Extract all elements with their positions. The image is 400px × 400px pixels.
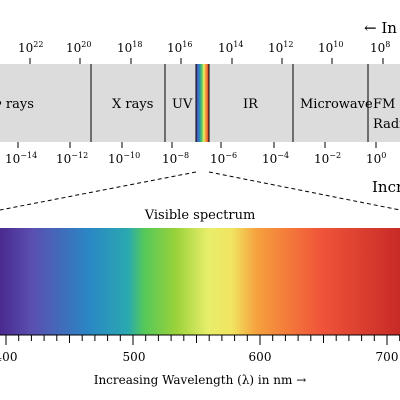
nm-tick-label-500: 500	[123, 350, 146, 364]
frequency-tick-label: 1014	[218, 40, 243, 55]
visible-spectrum-band	[0, 228, 400, 335]
band-label-fm: FM	[373, 97, 395, 112]
frequency-tick-label: 108	[370, 40, 390, 55]
visible-spectrum-title: Visible spectrum	[144, 208, 256, 223]
band-label-gamma-rays: γ rays	[0, 97, 34, 112]
wavelength-axis-label: Increasing Wavelength (λ) in nm →	[94, 373, 307, 387]
frequency-tick-label: 1020	[66, 40, 91, 55]
frequency-tick-label: 1010	[318, 40, 343, 55]
nm-tick-marks	[0, 334, 400, 345]
wavelength-tick-label: 10−8	[162, 151, 189, 166]
wavelength-tick-label: 100	[366, 151, 386, 166]
zoom-lines	[0, 171, 400, 211]
band-label-ir: IR	[243, 97, 259, 112]
nm-tick-label-600: 600	[249, 350, 272, 364]
nm-tick-label-400: 400	[0, 350, 17, 364]
wavelength-tick-label: 10−12	[56, 151, 88, 166]
wavelength-tick-label: 10−14	[5, 151, 37, 166]
nm-tick-label-700: 700	[376, 350, 399, 364]
frequency-tick-label: 1016	[167, 40, 192, 55]
wavelength-tick-label: 10−10	[108, 151, 140, 166]
wavelength-tick-label: 10−4	[262, 151, 289, 166]
wavelength-header: Incr	[372, 178, 400, 196]
frequency-tick-label: 1012	[268, 40, 293, 55]
visible-band-strip	[196, 64, 209, 142]
band-label-uv: UV	[172, 97, 193, 112]
wavelength-tick-labels: 10−14 10−12 10−10 10−8 10−6 10−4 10−2 10…	[5, 151, 386, 166]
wavelength-tick-label: 10−6	[210, 151, 237, 166]
wavelength-tick-marks	[17, 142, 377, 148]
band-label-microwave: Microwave	[300, 97, 373, 112]
frequency-header: ← In	[364, 19, 397, 37]
frequency-tick-label: 1018	[117, 40, 142, 55]
band-dividers	[90, 64, 369, 142]
frequency-tick-labels: 1022 1020 1018 1016 1014 1012 1010 108	[18, 40, 390, 55]
frequency-tick-label: 1022	[18, 40, 43, 55]
band-label-radio: Radio	[373, 117, 400, 132]
frequency-tick-marks	[29, 58, 384, 64]
band-label-x-rays: X rays	[112, 97, 153, 112]
wavelength-tick-label: 10−2	[314, 151, 341, 166]
